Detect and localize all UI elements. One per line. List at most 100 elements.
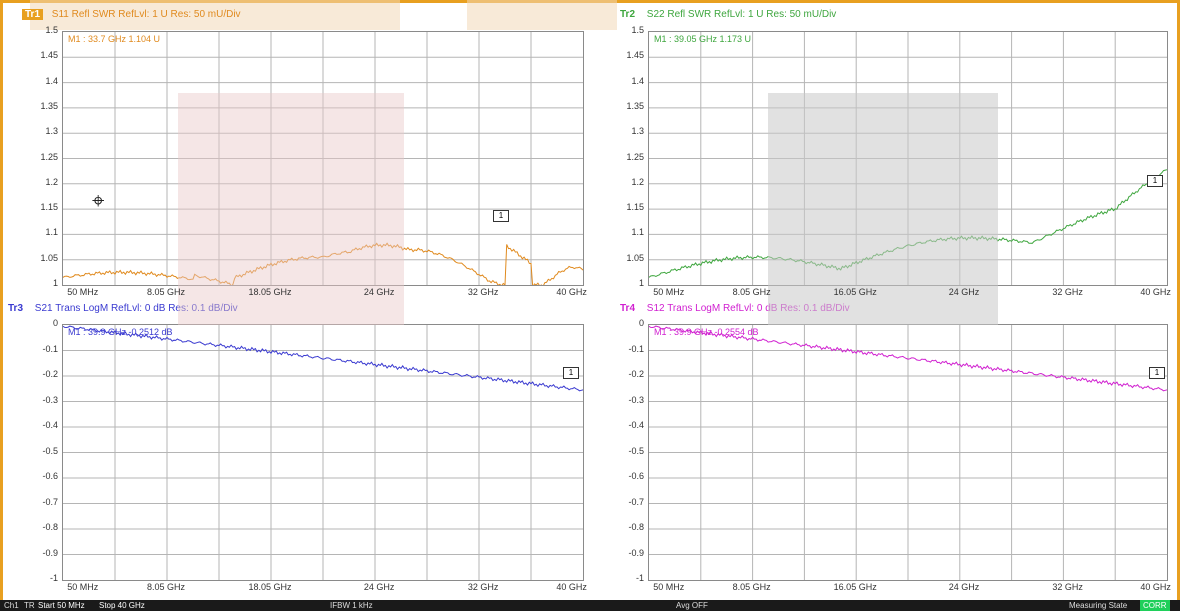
status-measuring-state: Measuring State (1069, 600, 1127, 611)
marker-flag-tr1[interactable]: 1 (493, 210, 509, 222)
trace-desc-tr2: S22 Refl SWR RefLvl: 1 U Res: 50 mU/Div (647, 9, 837, 20)
y-tick-label: 1.1 (614, 227, 644, 237)
marker-readout-tr2: M1 : 39.05 GHz 1.173 U (654, 34, 751, 44)
trace-svg-tr2 (649, 32, 1167, 285)
status-start[interactable]: Start 50 MHz (38, 600, 85, 611)
y-tick-label: -0.6 (614, 471, 644, 481)
marker-flag-tr3[interactable]: 1 (563, 367, 579, 379)
trace-tag-tr3[interactable]: Tr3 (5, 303, 26, 314)
status-channel[interactable]: Ch1 (4, 600, 19, 611)
plot-area-tr4[interactable]: 1 (648, 324, 1168, 581)
y-tick-label: -0.3 (614, 395, 644, 405)
y-tick-label: -0.8 (614, 522, 644, 532)
x-tick-label: 24 GHz (939, 582, 989, 592)
x-tick-label: 40 GHz (547, 287, 597, 297)
y-tick-label: 1.3 (28, 126, 58, 136)
y-tick-label: 1.25 (28, 152, 58, 162)
x-tick-label: 8.05 GHz (727, 582, 777, 592)
y-tick-label: -0.8 (28, 522, 58, 532)
status-ifbw[interactable]: IFBW 1 kHz (330, 600, 373, 611)
y-tick-label: 0 (614, 318, 644, 328)
status-bar: Ch1 TR Start 50 MHz Stop 40 GHz IFBW 1 k… (0, 600, 1180, 611)
x-tick-label: 24 GHz (939, 287, 989, 297)
x-tick-label: 8.05 GHz (141, 582, 191, 592)
x-tick-label: 18.05 GHz (245, 287, 295, 297)
plot-area-tr3[interactable]: 1 (62, 324, 584, 581)
x-tick-label: 50 MHz (644, 287, 694, 297)
trace-header-tr4[interactable]: Tr4 S12 Trans LogM RefLvl: 0 dB Res: 0.1… (617, 303, 850, 314)
x-tick-label: 40 GHz (1131, 287, 1180, 297)
y-tick-label: -1 (28, 573, 58, 583)
y-tick-label: 1 (614, 278, 644, 288)
trace-header-tr3[interactable]: Tr3 S21 Trans LogM RefLvl: 0 dB Res: 0.1… (5, 303, 238, 314)
x-tick-label: 32 GHz (1043, 582, 1093, 592)
y-tick-label: -1 (614, 573, 644, 583)
y-tick-label: -0.7 (614, 497, 644, 507)
y-tick-label: -0.3 (28, 395, 58, 405)
y-tick-label: 1.1 (28, 227, 58, 237)
status-mode[interactable]: TR (24, 600, 35, 611)
y-tick-label: -0.4 (28, 420, 58, 430)
y-tick-label: 1.2 (28, 177, 58, 187)
y-tick-label: 1.35 (614, 101, 644, 111)
x-tick-label: 50 MHz (644, 582, 694, 592)
y-tick-label: 1.05 (28, 253, 58, 263)
y-tick-label: 1.45 (614, 50, 644, 60)
marker-flag-tr4[interactable]: 1 (1149, 367, 1165, 379)
y-tick-label: 1.15 (28, 202, 58, 212)
y-tick-label: -0.2 (614, 369, 644, 379)
x-tick-label: 50 MHz (58, 287, 108, 297)
status-avg[interactable]: Avg OFF (676, 600, 708, 611)
trace-tag-tr1[interactable]: Tr1 (22, 9, 43, 20)
trace-header-tr2[interactable]: Tr2 S22 Refl SWR RefLvl: 1 U Res: 50 mU/… (617, 9, 836, 20)
y-tick-label: 1.15 (614, 202, 644, 212)
y-tick-label: 1.35 (28, 101, 58, 111)
trace-header-tr1[interactable]: Tr1 S11 Refl SWR RefLvl: 1 U Res: 50 mU/… (22, 9, 241, 20)
x-tick-label: 50 MHz (58, 582, 108, 592)
x-tick-label: 24 GHz (354, 287, 404, 297)
y-tick-label: 1.05 (614, 253, 644, 263)
y-tick-label: 1 (28, 278, 58, 288)
x-tick-label: 32 GHz (458, 582, 508, 592)
y-tick-label: -0.9 (28, 548, 58, 558)
trace-tag-tr4[interactable]: Tr4 (617, 303, 638, 314)
trace-tag-tr2[interactable]: Tr2 (617, 9, 638, 20)
y-tick-label: -0.5 (28, 446, 58, 456)
marker-readout-tr1: M1 : 33.7 GHz 1.104 U (68, 34, 160, 44)
plot-area-tr1[interactable]: 1 (62, 31, 584, 286)
y-tick-label: -0.2 (28, 369, 58, 379)
status-corr-badge: CORR (1140, 600, 1170, 611)
y-tick-label: 1.45 (28, 50, 58, 60)
y-tick-label: 1.4 (28, 76, 58, 86)
x-tick-label: 32 GHz (458, 287, 508, 297)
x-tick-label: 24 GHz (354, 582, 404, 592)
trace-desc-tr4: S12 Trans LogM RefLvl: 0 dB Res: 0.1 dB/… (647, 303, 850, 314)
marker-readout-tr4: M1 : 39.9 GHz -0.2554 dB (654, 327, 759, 337)
status-stop[interactable]: Stop 40 GHz (99, 600, 145, 611)
y-tick-label: -0.6 (28, 471, 58, 481)
y-tick-label: 1.2 (614, 177, 644, 187)
x-tick-label: 8.05 GHz (141, 287, 191, 297)
x-tick-label: 16.05 GHz (830, 582, 880, 592)
y-tick-label: -0.4 (614, 420, 644, 430)
y-tick-label: -0.1 (28, 344, 58, 354)
x-tick-label: 40 GHz (547, 582, 597, 592)
y-tick-label: -0.9 (614, 548, 644, 558)
x-tick-label: 32 GHz (1043, 287, 1093, 297)
x-tick-label: 18.05 GHz (245, 582, 295, 592)
trace-desc-tr3: S21 Trans LogM RefLvl: 0 dB Res: 0.1 dB/… (35, 303, 238, 314)
y-tick-label: 1.25 (614, 152, 644, 162)
y-tick-label: 0 (28, 318, 58, 328)
trace-svg-tr1 (63, 32, 583, 285)
marker-flag-tr2[interactable]: 1 (1147, 175, 1163, 187)
y-tick-label: 1.5 (614, 25, 644, 35)
plot-area-tr2[interactable]: 1 (648, 31, 1168, 286)
x-tick-label: 16.05 GHz (830, 287, 880, 297)
y-tick-label: 1.4 (614, 76, 644, 86)
y-tick-label: -0.7 (28, 497, 58, 507)
trace-svg-tr3 (63, 325, 583, 580)
y-tick-label: 1.5 (28, 25, 58, 35)
y-tick-label: -0.5 (614, 446, 644, 456)
trace-desc-tr1: S11 Refl SWR RefLvl: 1 U Res: 50 mU/Div (52, 9, 241, 20)
x-tick-label: 40 GHz (1131, 582, 1180, 592)
